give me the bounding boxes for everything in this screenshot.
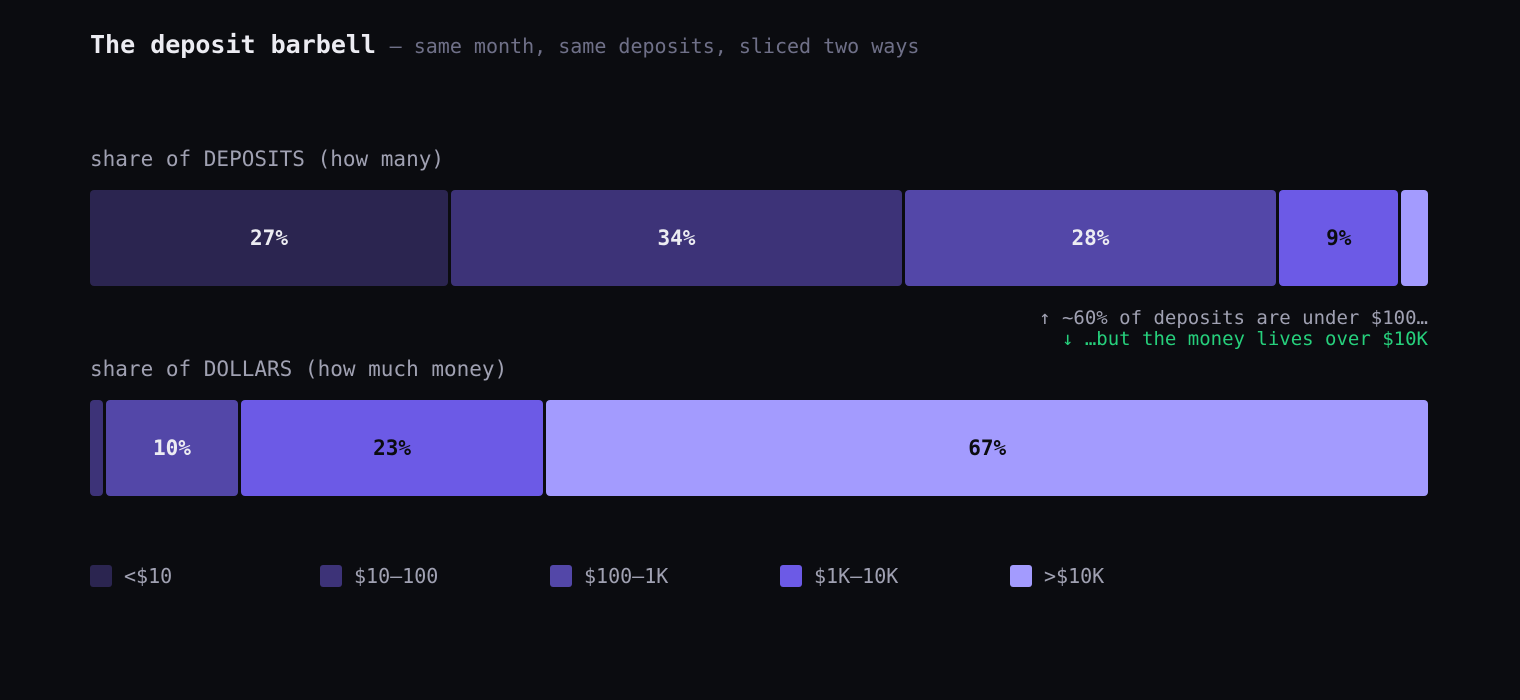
legend-label: $10–100 (354, 564, 439, 588)
legend-swatch (550, 565, 572, 587)
dollars-stacked-bar: 10% 23% 67% (90, 400, 1428, 496)
legend-swatch (320, 565, 342, 587)
legend-item-1: $10–100 (320, 564, 438, 588)
legend-swatch (1010, 565, 1032, 587)
dollars-segment-2-100-1k: 10% (106, 400, 238, 496)
legend-swatch (780, 565, 802, 587)
legend-item-3: $1K–10K (780, 564, 898, 588)
legend-item-2: $100–1K (550, 564, 668, 588)
deposits-segment-4-10k (1401, 190, 1428, 286)
deposits-row-label: share of DEPOSITS (how many) (90, 147, 445, 171)
legend-label: >$10K (1044, 564, 1105, 588)
deposits-segment-3-1k-10k: 9% (1279, 190, 1399, 286)
dollars-segment-3-1k-10k: 23% (240, 400, 544, 496)
deposits-segment-2-100-1k: 28% (904, 190, 1277, 286)
annotation-money-over-10k: ↓ …but the money lives over $10K (1061, 328, 1428, 350)
deposits-segment-0-10: 27% (90, 190, 449, 286)
chart-title-row: The deposit barbell — same month, same d… (90, 30, 919, 59)
legend-label: $1K–10K (814, 564, 899, 588)
legend-item-4: >$10K (1010, 564, 1104, 588)
dollars-segment-1-10-100 (90, 400, 104, 496)
chart-subtitle: — same month, same deposits, sliced two … (389, 34, 920, 58)
annotation-deposits-under-100: ↑ ~60% of deposits are under $100… (1039, 307, 1428, 329)
legend-swatch (90, 565, 112, 587)
chart-title: The deposit barbell (90, 30, 376, 59)
legend-item-0: <$10 (90, 564, 172, 588)
dollars-row-label: share of DOLLARS (how much money) (90, 357, 508, 381)
legend-label: $100–1K (584, 564, 669, 588)
deposits-segment-1-10-100: 34% (451, 190, 902, 286)
legend-label: <$10 (124, 564, 173, 588)
deposits-stacked-bar: 27% 34% 28% 9% (90, 190, 1428, 286)
dollars-segment-4-10k: 67% (546, 400, 1428, 496)
